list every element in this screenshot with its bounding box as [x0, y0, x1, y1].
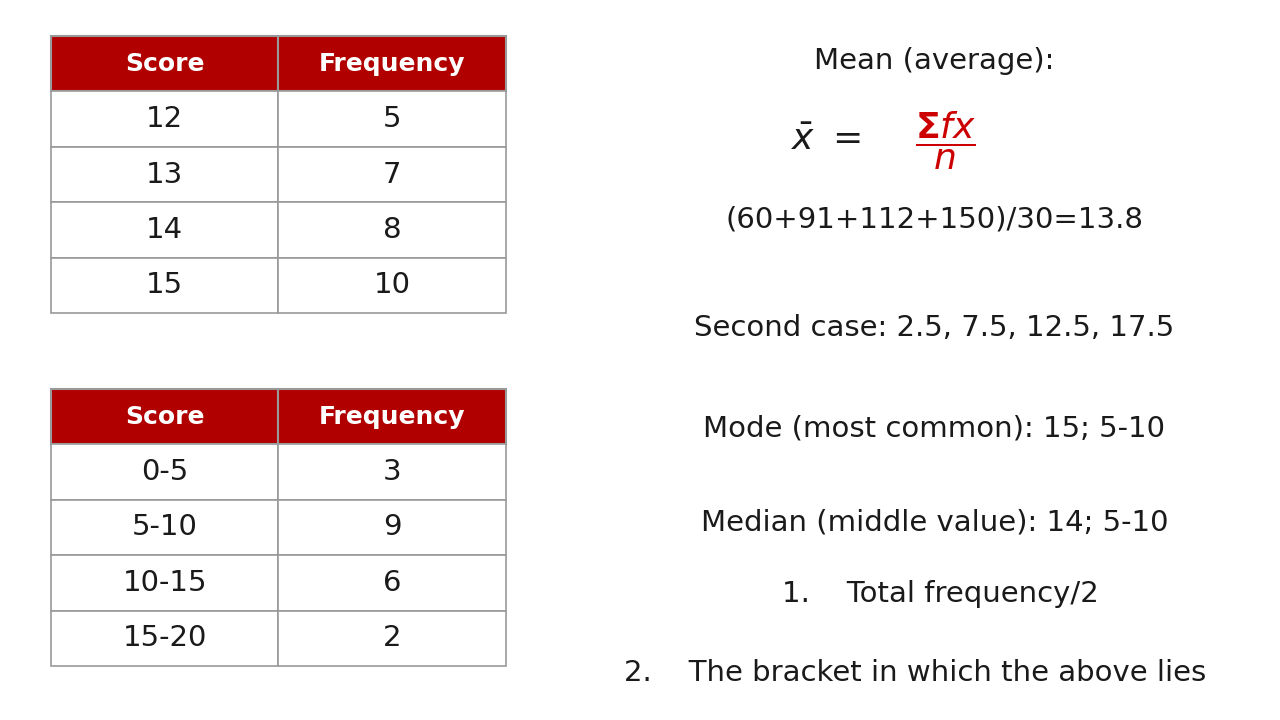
Text: 9: 9	[383, 513, 401, 541]
Text: 15: 15	[146, 271, 183, 300]
Text: 2.    The bracket in which the above lies: 2. The bracket in which the above lies	[625, 660, 1206, 687]
Bar	[51, 389, 279, 444]
Text: 5-10: 5-10	[132, 513, 197, 541]
Text: Frequency: Frequency	[319, 405, 465, 428]
Text: 14: 14	[146, 216, 183, 244]
Bar	[51, 555, 279, 611]
Text: 7: 7	[383, 161, 401, 189]
Bar	[279, 555, 506, 611]
Text: 1.    Total frequency/2: 1. Total frequency/2	[782, 580, 1100, 608]
Bar	[279, 147, 506, 202]
Text: Mean (average):: Mean (average):	[814, 48, 1055, 75]
Bar	[51, 147, 279, 202]
Text: 15-20: 15-20	[123, 624, 207, 652]
Bar	[279, 611, 506, 666]
Text: 12: 12	[146, 105, 183, 133]
Text: 5: 5	[383, 105, 401, 133]
Bar	[51, 36, 279, 91]
Text: (60+91+112+150)/30=13.8: (60+91+112+150)/30=13.8	[726, 206, 1143, 233]
Text: Score: Score	[125, 52, 205, 76]
Bar	[51, 611, 279, 666]
Text: $\bar{x}\ =$: $\bar{x}\ =$	[791, 123, 860, 158]
Bar	[279, 258, 506, 313]
Text: 13: 13	[146, 161, 183, 189]
Text: 10: 10	[374, 271, 411, 300]
Text: 6: 6	[383, 569, 401, 597]
Text: 2: 2	[383, 624, 401, 652]
Text: 3: 3	[383, 458, 402, 486]
Text: Median (middle value): 14; 5-10: Median (middle value): 14; 5-10	[700, 508, 1169, 536]
Text: 10-15: 10-15	[123, 569, 207, 597]
Bar	[279, 389, 506, 444]
Bar	[51, 444, 279, 500]
Bar	[279, 91, 506, 147]
Bar	[279, 444, 506, 500]
Bar	[51, 500, 279, 555]
Text: Frequency: Frequency	[319, 52, 465, 76]
Bar	[51, 202, 279, 258]
Text: Mode (most common): 15; 5-10: Mode (most common): 15; 5-10	[704, 415, 1165, 442]
Text: 0-5: 0-5	[141, 458, 188, 486]
Bar	[279, 500, 506, 555]
Text: Score: Score	[125, 405, 205, 428]
Bar	[279, 36, 506, 91]
Bar	[279, 202, 506, 258]
Text: $\dfrac{\boldsymbol{\Sigma} \boldsymbol{\mathit{fx}}}{\boldsymbol{\mathit{n}}}$: $\dfrac{\boldsymbol{\Sigma} \boldsymbol{…	[915, 109, 977, 171]
Bar	[51, 91, 279, 147]
Text: 8: 8	[383, 216, 402, 244]
Text: Second case: 2.5, 7.5, 12.5, 17.5: Second case: 2.5, 7.5, 12.5, 17.5	[694, 314, 1175, 341]
Bar	[51, 258, 279, 313]
